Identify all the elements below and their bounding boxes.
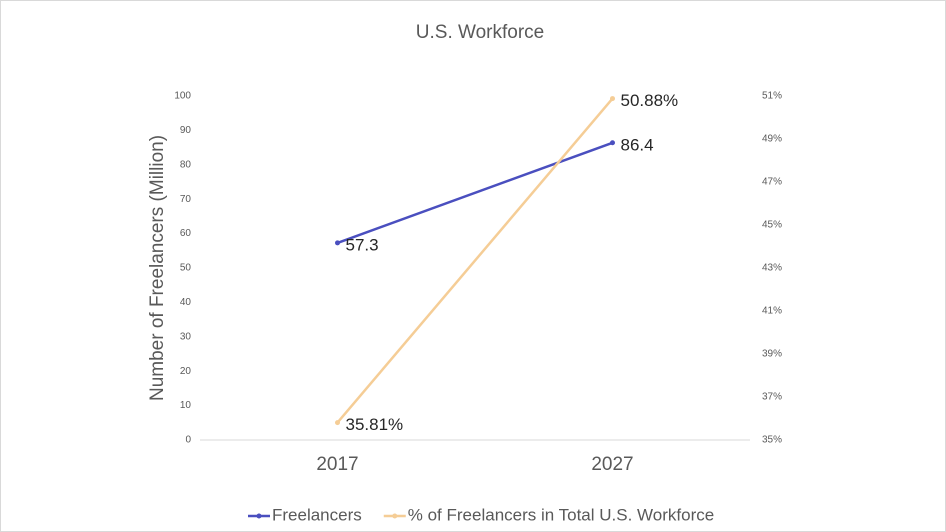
y2-tick-label: 49% <box>762 134 782 145</box>
point-marker <box>335 240 340 246</box>
point-marker <box>610 96 615 102</box>
point-marker <box>610 140 615 146</box>
chart-title: U.S. Workforce <box>416 22 544 43</box>
data-label: 50.88% <box>621 91 679 110</box>
series-line <box>336 97 614 424</box>
point-marker <box>335 420 340 426</box>
legend-label: Freelancers <box>272 505 362 524</box>
y2-tick-label: 51% <box>762 91 782 102</box>
y2-tick-label: 47% <box>762 177 782 188</box>
y-tick-label: 30 <box>180 331 192 342</box>
legend-label: % of Freelancers in Total U.S. Workforce <box>408 505 714 524</box>
series-line <box>337 141 613 245</box>
y-tick-label: 50 <box>180 263 192 274</box>
legend-marker <box>256 513 262 519</box>
y-tick-label: 80 <box>180 159 192 170</box>
y2-tick-label: 37% <box>762 392 782 403</box>
y-tick-label: 10 <box>180 400 192 411</box>
x-tick-label: 2017 <box>316 454 358 475</box>
y-tick-label: 90 <box>180 125 192 136</box>
y-tick-label: 100 <box>174 91 191 102</box>
y2-tick-label: 39% <box>762 349 782 360</box>
y2-tick-label: 45% <box>762 220 782 231</box>
y-tick-label: 60 <box>180 228 192 239</box>
y-axis-label: Number of Freelancers (Million) <box>147 135 168 401</box>
data-label: 86.4 <box>621 135 654 154</box>
x-tick-label: 2027 <box>591 454 633 475</box>
y-tick-label: 40 <box>180 297 192 308</box>
y-tick-label: 70 <box>180 194 192 205</box>
legend-marker <box>392 513 398 519</box>
data-label: 35.81% <box>346 415 404 434</box>
y2-tick-label: 41% <box>762 306 782 317</box>
y2-tick-label: 43% <box>762 263 782 274</box>
y-tick-label: 0 <box>185 435 191 446</box>
data-label: 57.3 <box>346 235 379 254</box>
y2-tick-label: 35% <box>762 435 782 446</box>
y-tick-label: 20 <box>180 366 192 377</box>
